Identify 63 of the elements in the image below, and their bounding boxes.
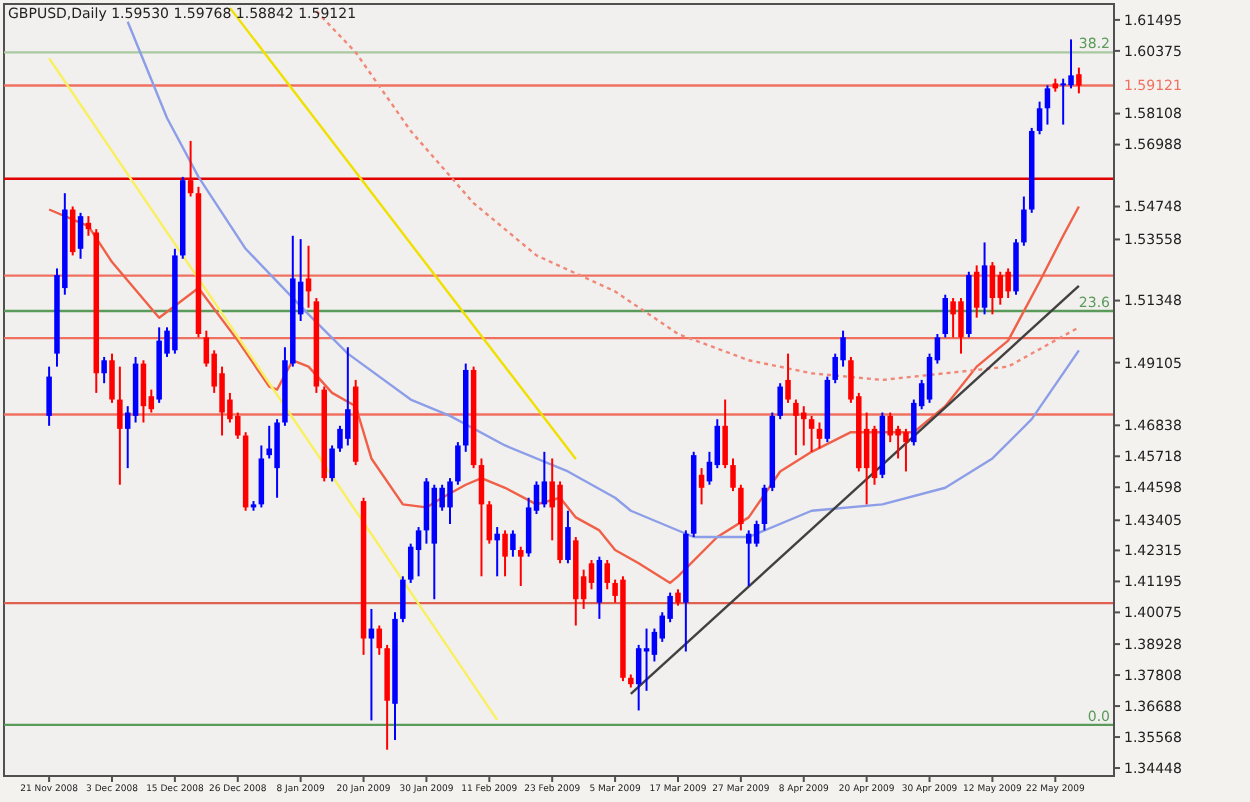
- candlestick: [596, 555, 603, 620]
- line-series: [47, 205, 1081, 585]
- candlestick: [1036, 100, 1043, 136]
- candlestick: [997, 270, 1004, 306]
- candlestick: [942, 293, 949, 339]
- candlestick: [1068, 38, 1074, 90]
- candlestick: [274, 418, 280, 499]
- candlestick: [753, 519, 760, 548]
- candlestick: [635, 643, 642, 712]
- candlestick: [266, 424, 272, 460]
- candlestick: [722, 398, 728, 470]
- candlestick: [329, 444, 335, 483]
- candlestick: [455, 441, 461, 486]
- candlestick: [494, 526, 500, 578]
- candlestick: [565, 509, 571, 565]
- candlestick: [46, 365, 52, 427]
- candlestick: [447, 477, 453, 526]
- candlestick: [258, 444, 265, 509]
- candlestick: [887, 411, 893, 444]
- candlestick: [816, 421, 823, 450]
- candlestick: [1021, 195, 1027, 247]
- candlestick: [808, 414, 815, 453]
- candlestick: [368, 607, 375, 722]
- candlestick: [801, 405, 807, 447]
- candlestick: [1005, 267, 1011, 300]
- candlestick: [117, 365, 123, 486]
- candlestick: [903, 427, 909, 473]
- candlestick: [510, 529, 516, 558]
- candlestick: [950, 297, 956, 339]
- candlestick: [745, 529, 752, 587]
- candlestick: [69, 205, 76, 257]
- candlestick: [187, 139, 194, 198]
- candlestick: [785, 352, 791, 404]
- candlestick: [973, 264, 980, 319]
- candlestick: [305, 244, 312, 309]
- candlestick: [777, 382, 783, 421]
- candlestick: [730, 457, 736, 493]
- candlestick: [738, 483, 744, 532]
- candlestick: [1076, 66, 1082, 95]
- candlestick: [588, 558, 595, 591]
- candlestick: [895, 424, 901, 460]
- candlestick: [400, 575, 406, 624]
- candlestick: [140, 359, 147, 424]
- candlestick: [761, 483, 768, 532]
- candlestick: [486, 500, 493, 545]
- candlestick: [981, 241, 988, 316]
- candlestick: [518, 545, 524, 587]
- candlestick: [502, 529, 508, 578]
- candlestick: [345, 346, 351, 447]
- candlestick: [604, 558, 610, 591]
- candlestick: [643, 627, 650, 692]
- candlestick: [77, 211, 84, 260]
- candlestick: [541, 450, 548, 509]
- candlestick: [478, 457, 485, 578]
- candlestick: [698, 467, 705, 506]
- candlestick: [989, 261, 996, 316]
- candlestick: [1060, 77, 1066, 126]
- candlestick: [1044, 84, 1051, 126]
- candlestick: [101, 355, 107, 385]
- candlestick: [415, 526, 422, 578]
- candlestick: [793, 398, 799, 457]
- candlestick: [958, 297, 964, 355]
- candlestick: [109, 352, 115, 404]
